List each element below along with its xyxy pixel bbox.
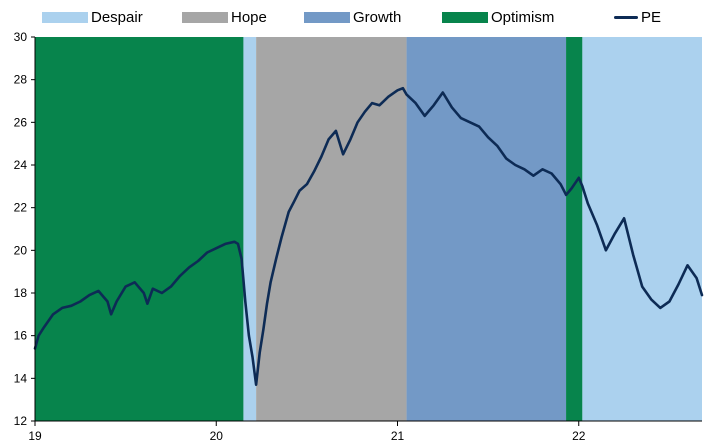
y-tick-label: 16 <box>14 329 28 343</box>
y-tick-label: 20 <box>14 243 28 257</box>
legend-swatch-hope <box>182 11 228 23</box>
legend-line-pe <box>614 15 638 19</box>
series-line-group <box>33 86 704 387</box>
phase-band-hope-2 <box>256 37 407 421</box>
phase-band-optimism-0 <box>35 37 244 421</box>
phase-bands <box>35 37 702 421</box>
legend-swatch-growth <box>304 11 350 23</box>
legend-label-pe: PE <box>641 8 662 26</box>
legend-item-despair: Despair <box>42 6 143 28</box>
legend-label-growth: Growth <box>353 8 402 26</box>
y-tick-label: 26 <box>14 115 28 129</box>
axes: 12 14 16 18 20 22 24 26 28 30 19 20 21 22 <box>14 30 702 443</box>
legend-item-growth: Growth <box>304 6 401 28</box>
legend-label-despair: Despair <box>91 8 143 26</box>
y-tick-label: 18 <box>14 286 28 300</box>
legend-item-optimism: Optimism <box>442 6 554 28</box>
x-tick-label: 22 <box>572 429 586 443</box>
y-tick-label: 22 <box>14 201 28 215</box>
x-tick-label: 21 <box>391 429 405 443</box>
legend-item-pe: PE <box>614 6 661 28</box>
y-tick-label: 14 <box>14 371 28 385</box>
series-line-pe <box>33 86 704 387</box>
legend-item-hope: Hope <box>182 6 267 28</box>
x-tick-label: 19 <box>28 429 42 443</box>
phase-band-despair-5 <box>582 37 702 421</box>
x-tick-label: 20 <box>210 429 224 443</box>
phase-band-optimism-4 <box>566 37 583 421</box>
phase-band-growth-3 <box>406 37 567 421</box>
legend-swatch-despair <box>42 11 88 23</box>
y-tick-label: 24 <box>14 158 28 172</box>
legend-label-optimism: Optimism <box>491 8 555 26</box>
y-tick-label: 12 <box>14 414 28 428</box>
legend-swatch-optimism <box>442 11 488 23</box>
legend: Despair Hope Growth Optimism PE <box>0 6 720 28</box>
legend-label-hope: Hope <box>231 8 267 26</box>
y-tick-label: 30 <box>14 30 28 44</box>
y-tick-label: 28 <box>14 73 28 87</box>
